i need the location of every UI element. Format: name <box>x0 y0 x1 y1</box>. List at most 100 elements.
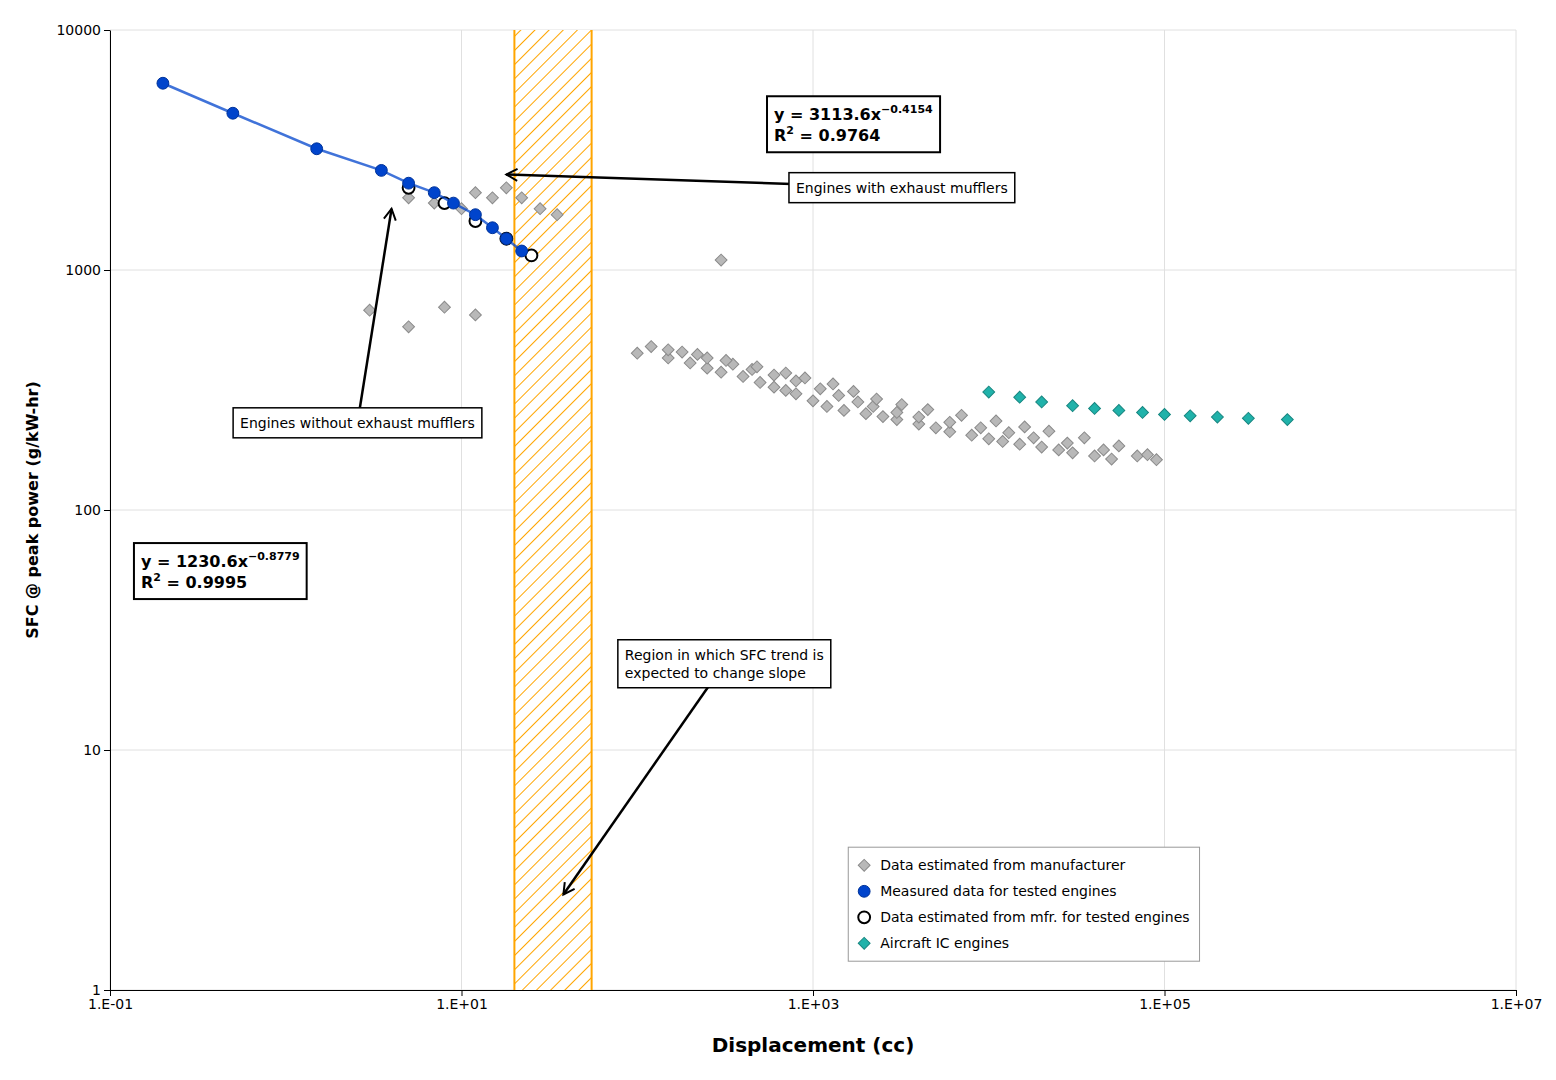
data-point <box>1019 421 1031 433</box>
data-point <box>983 433 995 445</box>
annotation-text: y = 1230.6x−0.8779R2 = 0.9995 <box>141 550 300 592</box>
data-point <box>922 404 934 416</box>
data-point <box>1067 400 1079 412</box>
annotation-line: Region in which SFC trend is <box>625 647 824 663</box>
data-point <box>551 209 563 221</box>
annotation-superscript: 2 <box>786 124 794 137</box>
y-tick: 10 <box>83 742 110 758</box>
y-axis-title: SFC @ peak power (g/kW-hr) <box>23 381 42 639</box>
data-point <box>469 309 481 321</box>
data-point <box>645 341 657 353</box>
data-point <box>975 422 987 434</box>
y-axis-line <box>110 31 111 991</box>
data-point <box>487 192 499 204</box>
data-point <box>500 182 512 194</box>
data-point <box>1014 438 1026 450</box>
data-point <box>896 399 908 411</box>
data-point <box>913 411 925 423</box>
data-point <box>1242 412 1254 424</box>
legend-marker <box>858 937 870 949</box>
x-tick-label: 1.E+03 <box>788 996 840 1012</box>
data-point <box>768 381 780 393</box>
legend-marker <box>858 859 870 871</box>
x-axis: 1.E-011.E+011.E+031.E+051.E+07 <box>88 990 1542 1012</box>
y-tick-mark <box>104 30 110 31</box>
annotation-text: Engines without exhaust mufflers <box>240 415 475 431</box>
series <box>157 77 528 257</box>
legend-label: Data estimated from mfr. for tested engi… <box>880 909 1189 925</box>
data-point <box>1089 450 1101 462</box>
band-edge <box>591 30 593 990</box>
annotation-line: y = 1230.6x <box>141 552 249 571</box>
data-point <box>487 222 499 234</box>
legend-item: Data estimated from mfr. for tested engi… <box>858 909 1189 925</box>
x-tick-label: 1.E-01 <box>88 996 133 1012</box>
data-point <box>1036 441 1048 453</box>
legend-item: Aircraft IC engines <box>858 935 1009 951</box>
annotations: y = 1230.6x−0.8779 R 2 = 0.9995 y = 3113.6x… <box>134 96 1015 894</box>
data-point <box>821 401 833 413</box>
data-point <box>662 344 674 356</box>
data-point <box>403 321 415 333</box>
data-point <box>684 357 696 369</box>
annotation: y = 3113.6x−0.4154R2 = 0.9764 <box>767 96 940 152</box>
data-point <box>1113 440 1125 452</box>
data-point <box>631 347 643 359</box>
data-point <box>877 411 889 423</box>
annotation-arrow <box>563 664 724 895</box>
data-point <box>780 384 792 396</box>
data-point <box>838 404 850 416</box>
data-point <box>1003 427 1015 439</box>
series <box>403 182 538 261</box>
data-point <box>1211 411 1223 423</box>
annotation-line: Engines without exhaust mufflers <box>240 415 475 431</box>
annotation-text: Region in which SFC trend is expected to … <box>625 647 824 681</box>
data-point <box>311 143 323 155</box>
annotation-line: expected to change slope <box>625 665 806 681</box>
data-point <box>1061 437 1073 449</box>
y-grid-line <box>110 270 1516 271</box>
annotation-superscript: −0.4154 <box>881 103 933 116</box>
legend-item: Data estimated from manufacturer <box>858 857 1125 873</box>
y-tick: 10000 <box>56 22 110 38</box>
annotation-line: R <box>141 573 153 592</box>
annotation-line: = 0.9995 <box>161 573 247 592</box>
x-tick-label: 1.E+07 <box>1491 996 1543 1012</box>
data-point <box>814 383 826 395</box>
data-point <box>827 378 839 390</box>
y-tick-mark <box>104 990 110 991</box>
data-point <box>751 361 763 373</box>
x-tick-label: 1.E+01 <box>436 996 488 1012</box>
y-tick-label: 1000 <box>65 262 101 278</box>
data-point <box>1078 432 1090 444</box>
annotation: Engines without exhaust mufflers <box>233 408 482 438</box>
data-point <box>1106 453 1118 465</box>
data-point <box>1014 391 1026 403</box>
legend-label: Data estimated from manufacturer <box>880 857 1125 873</box>
data-point <box>754 377 766 389</box>
data-point <box>833 390 845 402</box>
data-point <box>983 386 995 398</box>
data-point <box>990 415 1002 427</box>
x-tick: 1.E+07 <box>1491 990 1543 1012</box>
series-line <box>163 83 522 251</box>
data-point <box>997 436 1009 448</box>
data-point <box>807 395 819 407</box>
series <box>983 386 1293 425</box>
annotation-box <box>233 408 482 438</box>
data-point <box>469 187 481 199</box>
data-point <box>1053 444 1065 456</box>
y-tick-label: 10000 <box>56 22 101 38</box>
data-point <box>1184 410 1196 422</box>
data-point <box>966 429 978 441</box>
data-point <box>1098 444 1110 456</box>
data-point <box>403 177 415 189</box>
data-point <box>428 187 440 199</box>
data-point <box>780 367 792 379</box>
annotation-boxes: y = 1230.6x−0.8779 R 2 = 0.9995 y = 3113.6x… <box>134 96 1015 687</box>
chart: 1.E-011.E+011.E+031.E+051.E+071101001000… <box>0 0 1556 1080</box>
data-point <box>737 371 749 383</box>
data-point <box>1281 414 1293 426</box>
y-tick: 1 <box>92 982 110 998</box>
annotation-superscript: −0.8779 <box>248 550 300 563</box>
